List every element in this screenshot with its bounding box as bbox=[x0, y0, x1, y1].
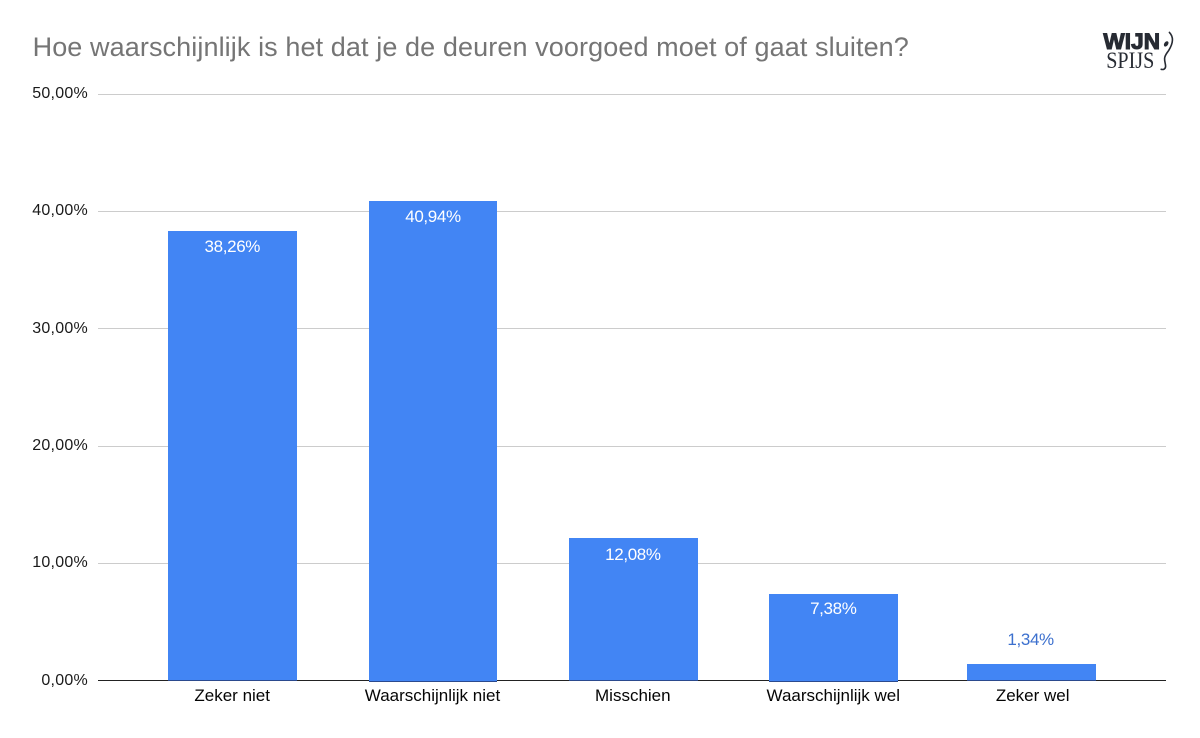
svg-text:SPIJS: SPIJS bbox=[1106, 48, 1154, 74]
svg-text:WIJN: WIJN bbox=[1103, 29, 1160, 54]
